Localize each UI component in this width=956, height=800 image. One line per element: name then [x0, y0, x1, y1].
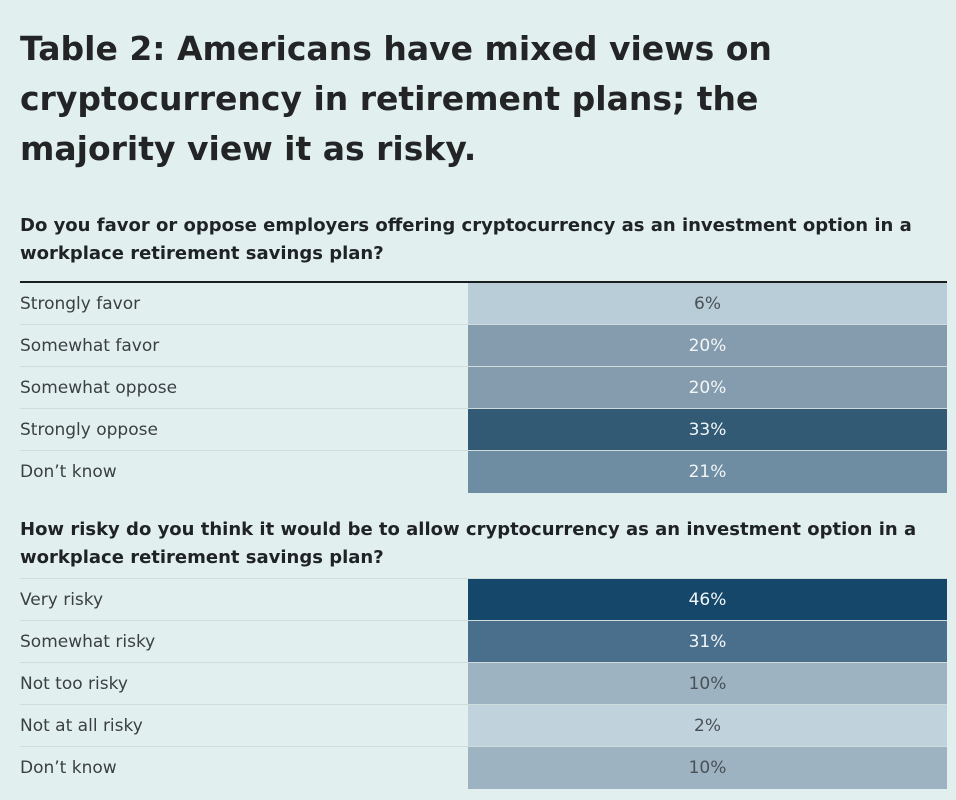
page-title: Table 2: Americans have mixed views on c…: [20, 29, 772, 168]
table-row: Not at all risky 2%: [20, 705, 947, 747]
table-row: Very risky 46%: [20, 579, 947, 621]
value-cell: 2%: [468, 705, 947, 746]
table-row: Somewhat favor 20%: [20, 325, 947, 367]
table-row: Not too risky 10%: [20, 663, 947, 705]
row-label: Very risky: [20, 590, 104, 610]
row-label: Somewhat risky: [20, 632, 156, 652]
value-cell: 33%: [468, 409, 947, 450]
value-cell: 6%: [468, 283, 947, 324]
row-label: Strongly favor: [20, 294, 141, 314]
table-row: Strongly favor 6%: [20, 283, 947, 325]
question-favor-oppose: Do you favor or oppose employers offerin…: [20, 215, 912, 264]
value-cell: 20%: [468, 325, 947, 366]
value-cell: 10%: [468, 747, 947, 789]
value-cell: 20%: [468, 367, 947, 408]
table-row: Somewhat risky 31%: [20, 621, 947, 663]
row-label: Not at all risky: [20, 716, 143, 736]
row-label: Don’t know: [20, 462, 117, 482]
table-row: Don’t know 21%: [20, 451, 947, 493]
table-row: Somewhat oppose 20%: [20, 367, 947, 409]
row-label: Don’t know: [20, 758, 117, 778]
table-row: Don’t know 10%: [20, 747, 947, 789]
value-cell: 21%: [468, 451, 947, 493]
value-cell: 31%: [468, 621, 947, 662]
table-favor-oppose: Strongly favor 6% Somewhat favor 20% Somewha…: [20, 281, 947, 493]
table-risk: Very risky 46% Somewhat risky 31% Not too ri…: [20, 578, 947, 789]
question-risk: How risky do you think it would be to al…: [20, 519, 917, 568]
row-label: Somewhat favor: [20, 336, 160, 356]
row-label: Not too risky: [20, 674, 128, 694]
value-cell: 46%: [468, 579, 947, 620]
row-label: Strongly oppose: [20, 420, 158, 440]
row-label: Somewhat oppose: [20, 378, 178, 398]
value-cell: 10%: [468, 663, 947, 704]
table-row: Strongly oppose 33%: [20, 409, 947, 451]
